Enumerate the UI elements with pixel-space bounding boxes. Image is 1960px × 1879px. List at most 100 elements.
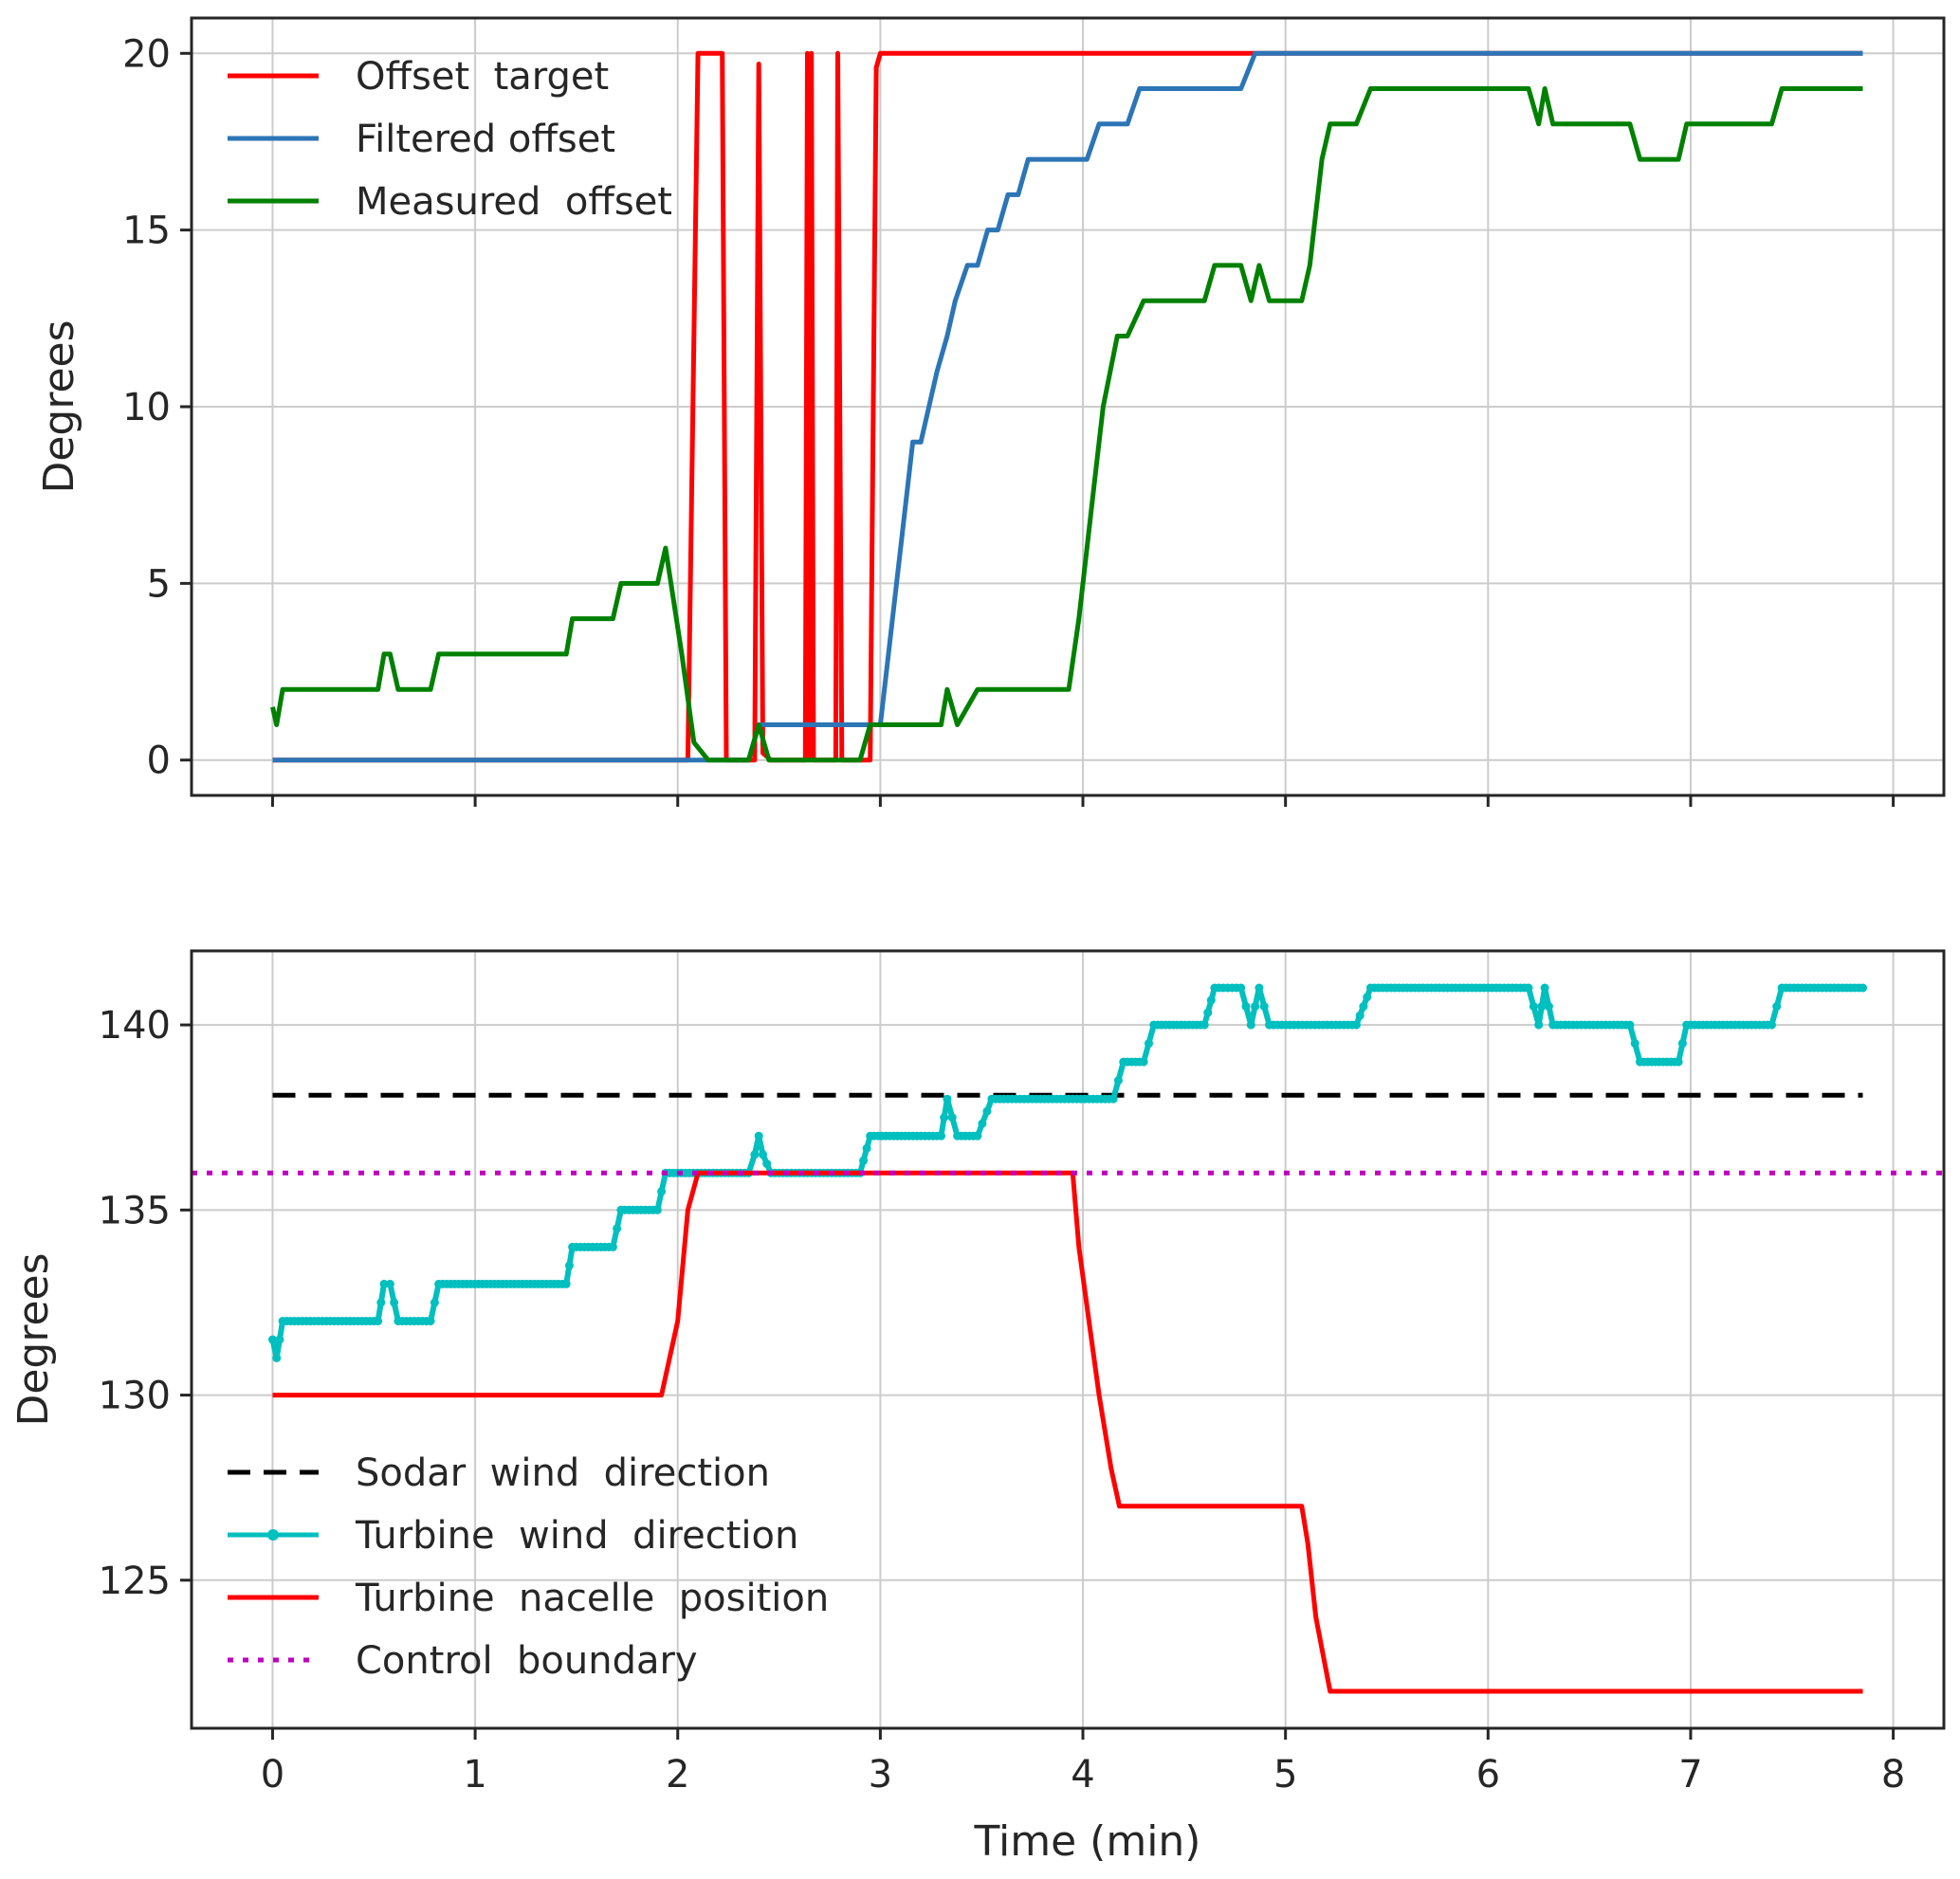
data-point: [1537, 1002, 1547, 1012]
data-point: [1625, 1020, 1635, 1030]
x-tick-label: 4: [1071, 1753, 1094, 1797]
x-tick-label: 6: [1476, 1753, 1500, 1797]
data-point: [272, 1354, 282, 1362]
data-point: [657, 1187, 667, 1196]
data-point: [613, 1224, 622, 1233]
data-point: [268, 1335, 277, 1344]
tick-layer: 0 1 2 3 4 5 6 7 8 125 130 135 140: [99, 1004, 1906, 1797]
data-point: [1241, 1002, 1251, 1012]
x-tick-label: 8: [1881, 1753, 1905, 1797]
data-point: [385, 1279, 394, 1288]
x-tick-label: 1: [463, 1753, 486, 1797]
legend-label: Turbine nacelle position: [355, 1577, 829, 1620]
data-point: [430, 1298, 439, 1307]
axes-frame: [190, 949, 1946, 1730]
data-point: [275, 1335, 284, 1344]
data-point: [1359, 1002, 1368, 1012]
legend-marker: [267, 1529, 279, 1541]
data-point: [426, 1317, 435, 1325]
x-tick-label: 3: [869, 1753, 892, 1797]
y-tick-label: 10: [122, 386, 171, 429]
data-point: [1540, 983, 1549, 993]
data-point: [1236, 983, 1246, 993]
data-point: [762, 1159, 772, 1168]
data-point: [750, 1150, 760, 1159]
legend-item-filtered-offset: Filtered offset: [228, 118, 615, 161]
y-tick-label: 130: [99, 1375, 171, 1418]
data-point: [1355, 1011, 1365, 1020]
data-point: [1534, 1020, 1544, 1030]
x-axis-label: Time (min): [974, 1817, 1201, 1866]
data-point: [379, 1279, 389, 1288]
legend-item-turbine-nacelle-position: Turbine nacelle position: [228, 1577, 829, 1620]
y-tick-label: 125: [99, 1560, 171, 1603]
legend-item-control-boundary: Control boundary: [228, 1639, 698, 1683]
series-line-turbine-nacelle-position: [272, 1170, 1863, 1694]
data-point: [1259, 1002, 1269, 1012]
data-point: [1363, 993, 1372, 1002]
data-point: [1767, 1020, 1776, 1030]
data-point: [1544, 1002, 1553, 1012]
legend-item-measured-offset: Measured offset: [228, 180, 672, 224]
data-point: [1674, 1057, 1683, 1067]
y-tick-label: 135: [99, 1189, 171, 1232]
series-layer: [270, 50, 1863, 763]
data-point: [1139, 1057, 1148, 1067]
data-point: [1200, 1020, 1209, 1030]
data-point: [937, 1131, 945, 1140]
data-point: [390, 1298, 399, 1307]
legend: Offset target Filtered offset Measured off…: [228, 55, 672, 224]
data-point: [561, 1279, 571, 1288]
legend-label: Turbine wind direction: [355, 1514, 798, 1558]
data-point: [759, 1150, 767, 1159]
tick-layer: 0 5 10 15 20: [122, 32, 1896, 807]
data-point: [1145, 1039, 1153, 1049]
x-tick-label: 0: [261, 1753, 284, 1797]
data-point: [973, 1131, 982, 1140]
legend-item-sodar-wind-direction: Sodar wind direction: [228, 1451, 770, 1495]
data-point: [1255, 983, 1264, 993]
series-line-measured-offset: [270, 86, 1863, 763]
data-point: [1108, 1094, 1118, 1104]
data-point: [1859, 983, 1868, 993]
y-tick-label: 140: [99, 1004, 171, 1048]
data-point: [608, 1242, 617, 1251]
data-point: [1677, 1039, 1687, 1049]
data-point: [1529, 1002, 1538, 1012]
legend-item-offset-target: Offset target: [228, 55, 609, 99]
data-point: [947, 1113, 957, 1122]
data-point: [652, 1205, 662, 1214]
y-tick-label: 5: [147, 562, 171, 606]
y-axis-label: Degrees: [35, 319, 83, 493]
data-point: [862, 1143, 871, 1153]
data-point: [1246, 1020, 1255, 1030]
data-point: [978, 1119, 987, 1128]
series-line-filtered-offset: [272, 50, 1863, 763]
x-tick-label: 7: [1678, 1753, 1702, 1797]
data-point: [940, 1113, 949, 1122]
data-point: [374, 1317, 383, 1325]
data-point: [1630, 1039, 1639, 1049]
legend-label: Measured offset: [356, 180, 672, 224]
y-tick-label: 15: [122, 210, 171, 253]
x-tick-label: 5: [1273, 1753, 1297, 1797]
data-point: [859, 1156, 869, 1165]
data-point: [982, 1106, 992, 1116]
data-point: [754, 1131, 763, 1140]
data-point: [1206, 995, 1216, 1005]
x-tick-label: 2: [666, 1753, 689, 1797]
top-panel: 0 5 10 15 20 Degrees Offset target Filtered o…: [35, 16, 1946, 807]
data-point: [1251, 1002, 1260, 1012]
legend: Sodar wind direction Turbine wind directi…: [228, 1451, 829, 1683]
data-point: [1113, 1076, 1123, 1085]
legend-label: Filtered offset: [356, 118, 615, 161]
series-layer: [192, 983, 1944, 1694]
data-point: [1524, 983, 1533, 993]
legend-label: Control boundary: [356, 1639, 698, 1683]
bottom-panel: 0 1 2 3 4 5 6 7 8 125 130 135 140 Degrees Time (min)…: [9, 949, 1946, 1866]
legend-item-turbine-wind-direction: Turbine wind direction: [228, 1514, 798, 1558]
data-point: [564, 1261, 574, 1270]
y-tick-label: 20: [122, 32, 171, 76]
data-point: [943, 1094, 952, 1104]
